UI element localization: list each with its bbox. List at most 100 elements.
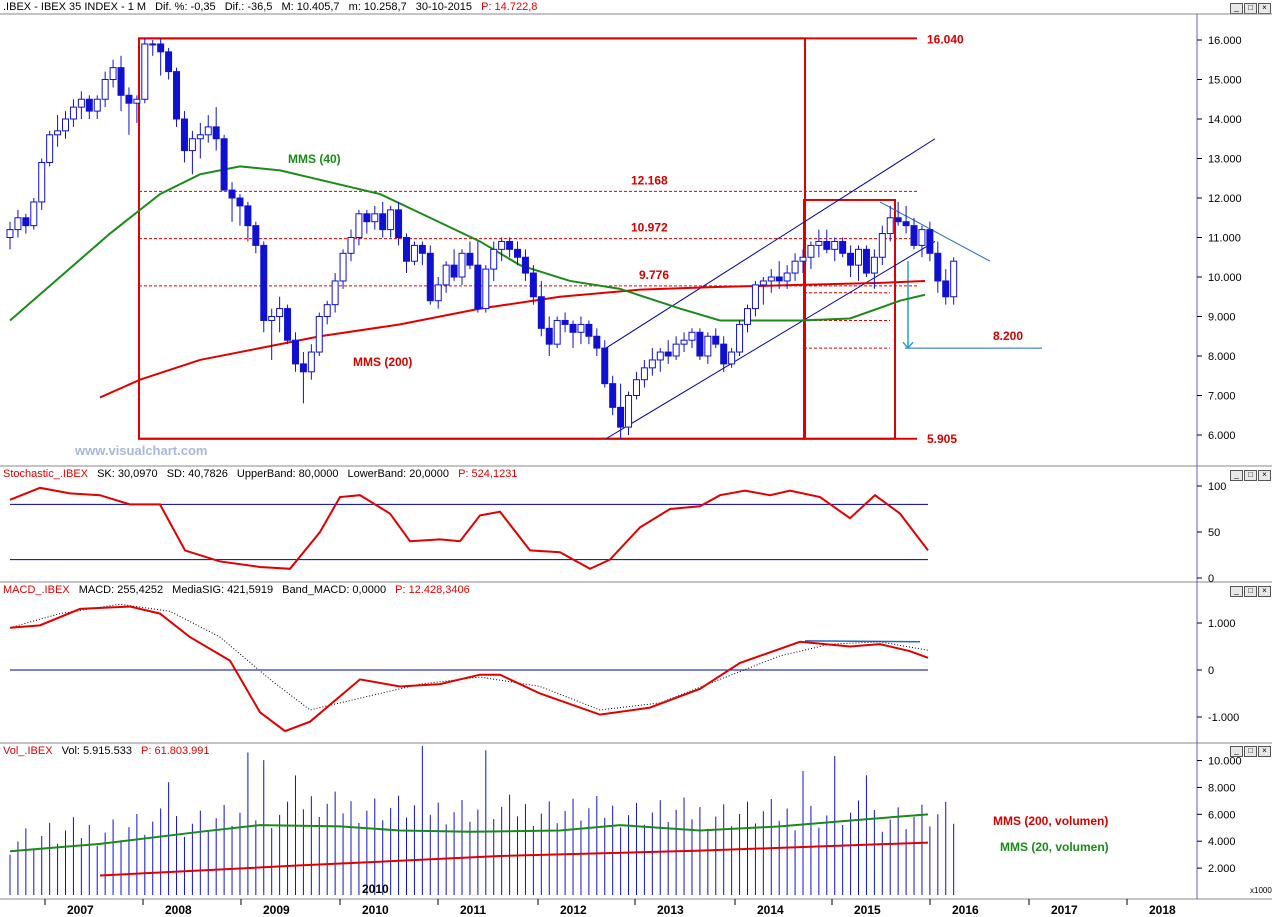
candle-body bbox=[855, 248, 863, 266]
candle-body bbox=[331, 280, 339, 306]
candle-body bbox=[680, 339, 688, 345]
candle-body bbox=[236, 197, 244, 207]
candle-body bbox=[743, 308, 751, 325]
price-tick-label: 7.000 bbox=[1208, 391, 1236, 403]
stoch-maximize-button[interactable]: □ bbox=[1244, 470, 1257, 481]
candle-body bbox=[307, 351, 315, 373]
macd-p: P: 12.428,3406 bbox=[395, 584, 470, 596]
candle-body bbox=[22, 217, 30, 227]
macd-band: Band_MACD: 0,0000 bbox=[282, 584, 387, 596]
candle-body bbox=[347, 237, 355, 254]
candle-body bbox=[561, 319, 569, 325]
candle-body bbox=[886, 217, 894, 235]
stoch-minimize-button[interactable]: _ bbox=[1230, 470, 1243, 481]
candle-body bbox=[720, 343, 728, 365]
date-label: 30-10-2015 bbox=[415, 1, 473, 13]
year-label: 2009 bbox=[263, 903, 290, 917]
channel-lower bbox=[605, 241, 936, 440]
candle-body bbox=[196, 134, 204, 140]
max-label: M: 10.405,7 bbox=[281, 1, 340, 13]
candle-body bbox=[173, 71, 181, 120]
candle-body bbox=[672, 343, 680, 357]
vol-year-annotation: 2010 bbox=[362, 882, 389, 896]
vol-tick-label: 4.000 bbox=[1208, 836, 1236, 848]
candle-body bbox=[839, 240, 847, 254]
candle-body bbox=[204, 126, 212, 136]
candle-body bbox=[466, 252, 474, 266]
level-label: 10.972 bbox=[631, 221, 668, 235]
vol-header: Vol_.IBEX Vol: 5.915.533 P: 61.803.991 bbox=[0, 744, 1193, 758]
candle-body bbox=[299, 363, 307, 373]
candle-body bbox=[403, 237, 410, 262]
vol-mms200-line bbox=[99, 841, 929, 877]
candle-body bbox=[284, 308, 292, 341]
candle-body bbox=[656, 351, 664, 361]
candle-body bbox=[165, 51, 173, 73]
candle-body bbox=[498, 240, 506, 250]
candle-body bbox=[609, 383, 617, 408]
stoch-sd: SD: 40,7826 bbox=[166, 468, 228, 480]
candle-body bbox=[862, 248, 870, 274]
candle-body bbox=[339, 252, 347, 282]
vol-close-button[interactable]: × bbox=[1258, 746, 1271, 757]
candle-body bbox=[474, 264, 482, 310]
vol-tick-label: 10.000 bbox=[1208, 756, 1242, 768]
candle-body bbox=[545, 327, 553, 345]
candle-body bbox=[601, 347, 609, 385]
candle-body bbox=[315, 316, 323, 353]
candle-body bbox=[276, 308, 284, 318]
stoch-close-button[interactable]: × bbox=[1258, 470, 1271, 481]
candle-body bbox=[553, 319, 561, 345]
stoch-header: Stochastic_.IBEX SK: 30,0970 SD: 40,7826… bbox=[0, 467, 1193, 481]
channel-upper bbox=[605, 138, 936, 349]
vol-tick-label: 2.000 bbox=[1208, 863, 1236, 875]
candle-body bbox=[133, 98, 141, 104]
vol-maximize-button[interactable]: □ bbox=[1244, 746, 1257, 757]
candle-body bbox=[244, 205, 252, 227]
candle-body bbox=[458, 252, 466, 278]
candle-body bbox=[101, 79, 109, 100]
vol-minimize-button[interactable]: _ bbox=[1230, 746, 1243, 757]
stoch-sk-line bbox=[9, 486, 929, 570]
vol-tick-label: 6.000 bbox=[1208, 809, 1236, 821]
candle-body bbox=[704, 335, 712, 357]
candle-body bbox=[228, 189, 236, 199]
mms40-line bbox=[9, 165, 926, 322]
price-tick-label: 14.000 bbox=[1208, 114, 1242, 126]
candle-body bbox=[54, 130, 62, 136]
macd-header: MACD_.IBEX MACD: 255,4252 MediaSIG: 421,… bbox=[0, 583, 1193, 597]
candle-body bbox=[514, 248, 522, 258]
candle-body bbox=[585, 323, 593, 337]
candle-body bbox=[180, 118, 188, 152]
candle-body bbox=[736, 323, 744, 353]
stoch-tick-label: 0 bbox=[1208, 573, 1214, 585]
level-label: 12.168 bbox=[631, 173, 668, 187]
min-label: m: 10.258,7 bbox=[348, 1, 407, 13]
year-label: 2015 bbox=[854, 903, 881, 917]
stoch-tick-label: 100 bbox=[1208, 481, 1226, 493]
candle-body bbox=[188, 138, 196, 152]
macd-close-button[interactable]: × bbox=[1258, 586, 1271, 597]
price-tick-label: 16.000 bbox=[1208, 35, 1242, 47]
candle-body bbox=[117, 67, 125, 96]
candle-body bbox=[847, 252, 855, 266]
candle-body bbox=[387, 209, 395, 231]
macd-minimize-button[interactable]: _ bbox=[1230, 586, 1243, 597]
candle-body bbox=[934, 252, 942, 282]
vol-legend-mms20: MMS (20, volumen) bbox=[1000, 840, 1109, 854]
candle-body bbox=[323, 304, 331, 317]
candle-body bbox=[902, 221, 910, 227]
price-tick-label: 9.000 bbox=[1208, 312, 1236, 324]
candle-body bbox=[14, 217, 22, 231]
downtrend-line bbox=[879, 201, 991, 262]
candle-body bbox=[141, 43, 149, 100]
price-tick-label: 6.000 bbox=[1208, 430, 1236, 442]
year-label: 2011 bbox=[460, 903, 486, 917]
candle-body bbox=[450, 264, 458, 278]
macd-maximize-button[interactable]: □ bbox=[1244, 586, 1257, 597]
candle-body bbox=[807, 244, 815, 258]
candle-body bbox=[69, 106, 77, 120]
mms200-label: MMS (200) bbox=[353, 355, 412, 369]
year-label: 2012 bbox=[560, 903, 587, 917]
